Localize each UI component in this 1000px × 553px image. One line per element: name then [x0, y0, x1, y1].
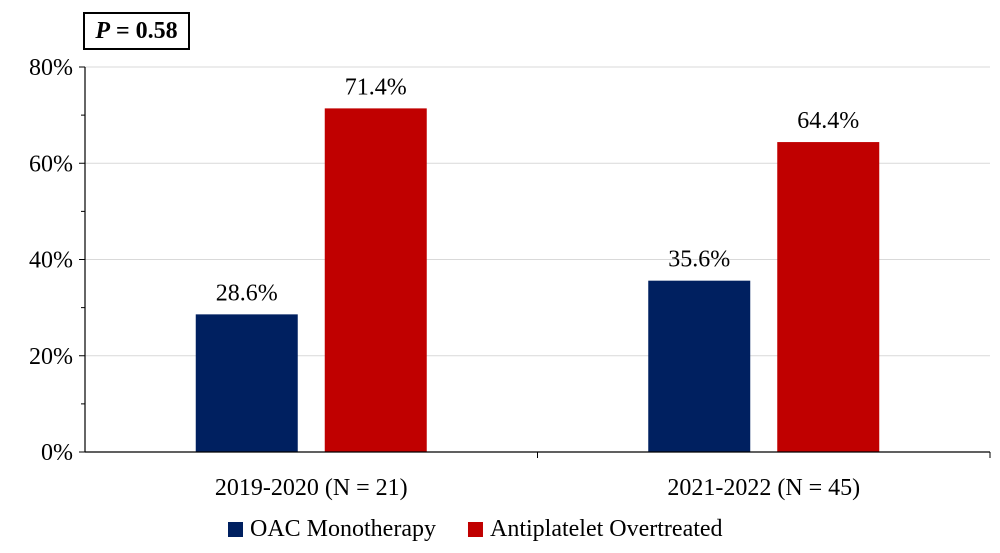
p-value-text: = 0.58 — [109, 18, 178, 44]
bar — [324, 108, 427, 452]
y-tick-label: 0% — [41, 440, 73, 466]
y-tick-label: 80% — [29, 55, 73, 81]
p-value-annotation: P = 0.58 — [83, 12, 190, 50]
legend: OAC Monotherapy Antiplatelet Overtreated — [228, 516, 723, 542]
bar — [648, 280, 751, 452]
data-label: 35.6% — [668, 247, 730, 273]
legend-label: Antiplatelet Overtreated — [490, 516, 723, 542]
data-label: 64.4% — [797, 108, 859, 134]
y-tick-label: 20% — [29, 344, 73, 370]
bars — [195, 108, 880, 452]
bar — [195, 314, 298, 452]
data-label: 28.6% — [216, 280, 278, 306]
x-tick-label: 2019-2020 (N = 21) — [215, 475, 408, 501]
p-value-letter: P — [95, 18, 110, 44]
y-tick-label: 60% — [29, 151, 73, 177]
bar — [777, 142, 880, 452]
y-tick-label: 40% — [29, 248, 73, 274]
data-label: 71.4% — [345, 74, 407, 100]
legend-label: OAC Monotherapy — [250, 516, 436, 542]
legend-swatch — [228, 522, 243, 537]
x-tick-label: 2021-2022 (N = 45) — [667, 475, 860, 501]
axes — [79, 66, 991, 458]
legend-swatch — [467, 522, 483, 537]
labels: 0% 20% 40% 60% 80% 28.6% 71.4% 2019-2020 (N = 2… — [29, 55, 860, 501]
